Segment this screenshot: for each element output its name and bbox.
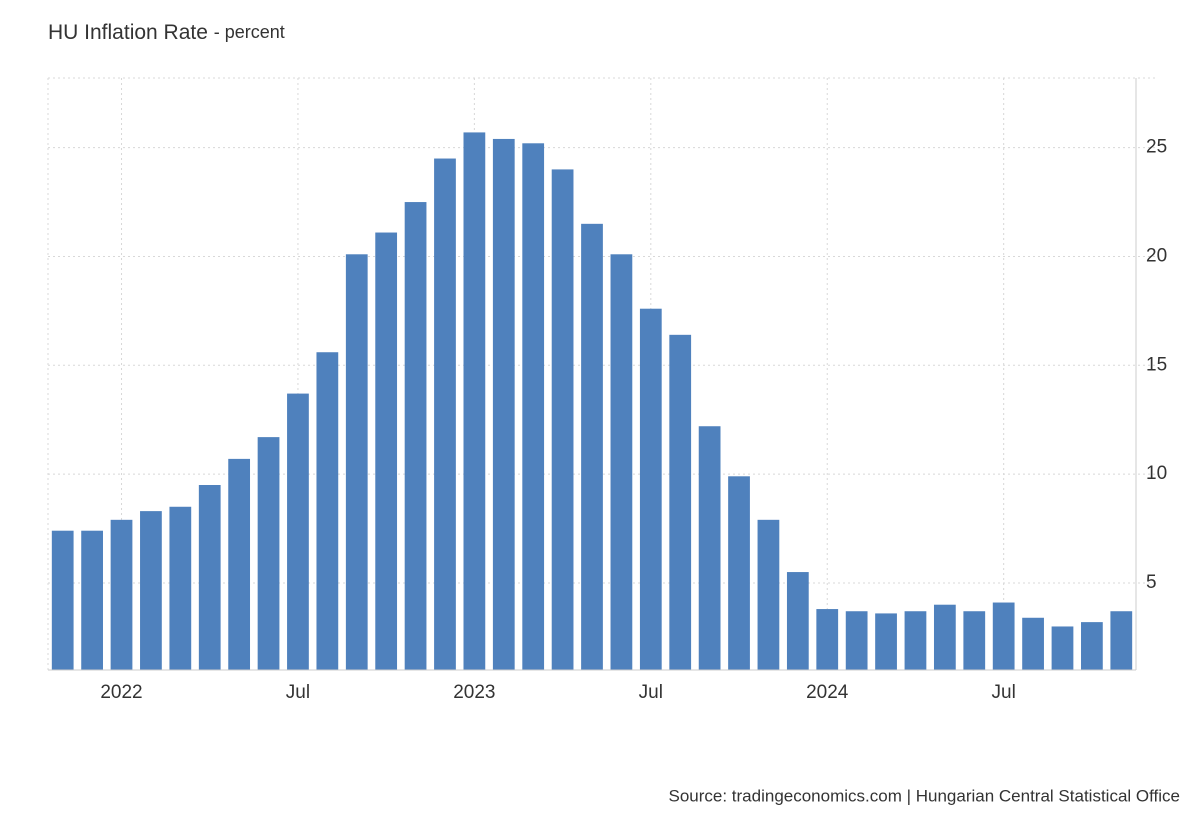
x-tick-label: Jul [992, 682, 1016, 703]
bar [110, 519, 133, 670]
bar [1110, 611, 1133, 670]
bar [1081, 622, 1103, 670]
bar [845, 611, 868, 670]
bar [51, 530, 74, 670]
bar [287, 393, 309, 670]
y-tick-label: 10 [1146, 463, 1167, 484]
bar [345, 254, 368, 670]
bar [669, 334, 692, 670]
bar [963, 611, 986, 670]
title: HU Inflation Rate [48, 21, 208, 44]
bar [757, 519, 780, 670]
y-tick-label: 25 [1146, 137, 1167, 158]
bar [404, 202, 427, 670]
y-tick-label: 20 [1146, 245, 1167, 266]
bar [375, 232, 398, 670]
bar [434, 158, 456, 670]
bar [169, 506, 192, 670]
bar [728, 476, 750, 670]
bar [904, 611, 927, 670]
bar [581, 223, 603, 670]
bar [492, 138, 515, 671]
x-tick-label: 2022 [100, 682, 142, 703]
bar [933, 604, 956, 670]
bar [198, 485, 221, 670]
x-tick-label: Jul [639, 682, 663, 703]
subtitle: - percent [214, 22, 285, 42]
x-tick-label: Jul [286, 682, 310, 703]
bar [1051, 626, 1074, 670]
source: Source: tradingeconomics.com | Hungarian… [668, 786, 1180, 805]
bar [140, 511, 162, 670]
bar [698, 426, 721, 670]
bar [81, 530, 103, 670]
x-tick-label: 2024 [806, 682, 849, 703]
y-tick-label: 15 [1146, 354, 1167, 375]
bar [316, 352, 339, 670]
bar [610, 254, 633, 670]
bar [522, 143, 545, 670]
bar [463, 132, 486, 671]
bar [551, 169, 574, 671]
bar [875, 613, 897, 670]
bar [639, 308, 662, 670]
x-tick-label: 2023 [453, 682, 495, 703]
bar [228, 458, 251, 670]
bar [786, 572, 809, 670]
bar [1022, 617, 1044, 670]
y-tick-label: 5 [1146, 572, 1157, 593]
bar [992, 602, 1015, 670]
chart-title: HU Inflation Rate - percent [48, 21, 285, 44]
bar [257, 437, 280, 670]
bar [816, 609, 839, 670]
